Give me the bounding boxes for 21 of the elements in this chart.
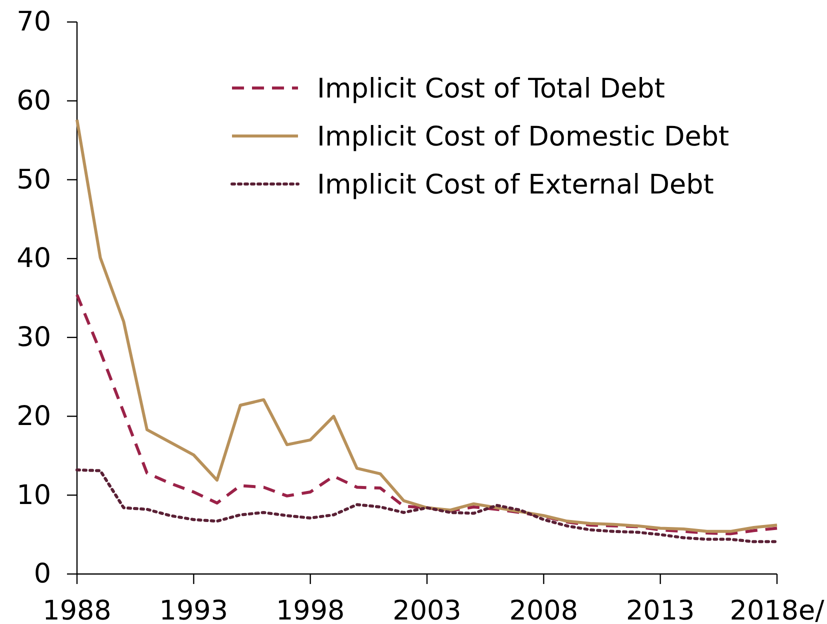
y-tick-label: 40: [16, 243, 51, 274]
legend-label: Implicit Cost of External Debt: [317, 170, 714, 201]
y-tick-label: 0: [34, 558, 51, 590]
x-tick-label: 2018e/: [730, 596, 826, 624]
line-series: [76, 468, 778, 544]
x-tick-label: 2003: [392, 596, 462, 624]
x-tick-label: 1993: [159, 596, 228, 624]
line-series: [76, 118, 778, 533]
x-tick-label: 2008: [509, 596, 578, 624]
y-tick-label: 70: [16, 6, 51, 38]
y-tick-label: 30: [16, 322, 51, 354]
line-series: [76, 293, 778, 536]
legend-label: Implicit Cost of Domestic Debt: [317, 122, 730, 153]
y-tick-label: 60: [16, 85, 51, 116]
x-tick-label: 2013: [626, 596, 695, 624]
y-tick-label: 50: [16, 164, 51, 196]
y-tick-label: 20: [16, 400, 51, 432]
legend-label: Implicit Cost of Total Debt: [317, 74, 665, 105]
x-tick-label: 1988: [42, 596, 112, 624]
y-tick-label: 10: [16, 480, 51, 511]
x-tick-label: 1998: [276, 596, 345, 624]
